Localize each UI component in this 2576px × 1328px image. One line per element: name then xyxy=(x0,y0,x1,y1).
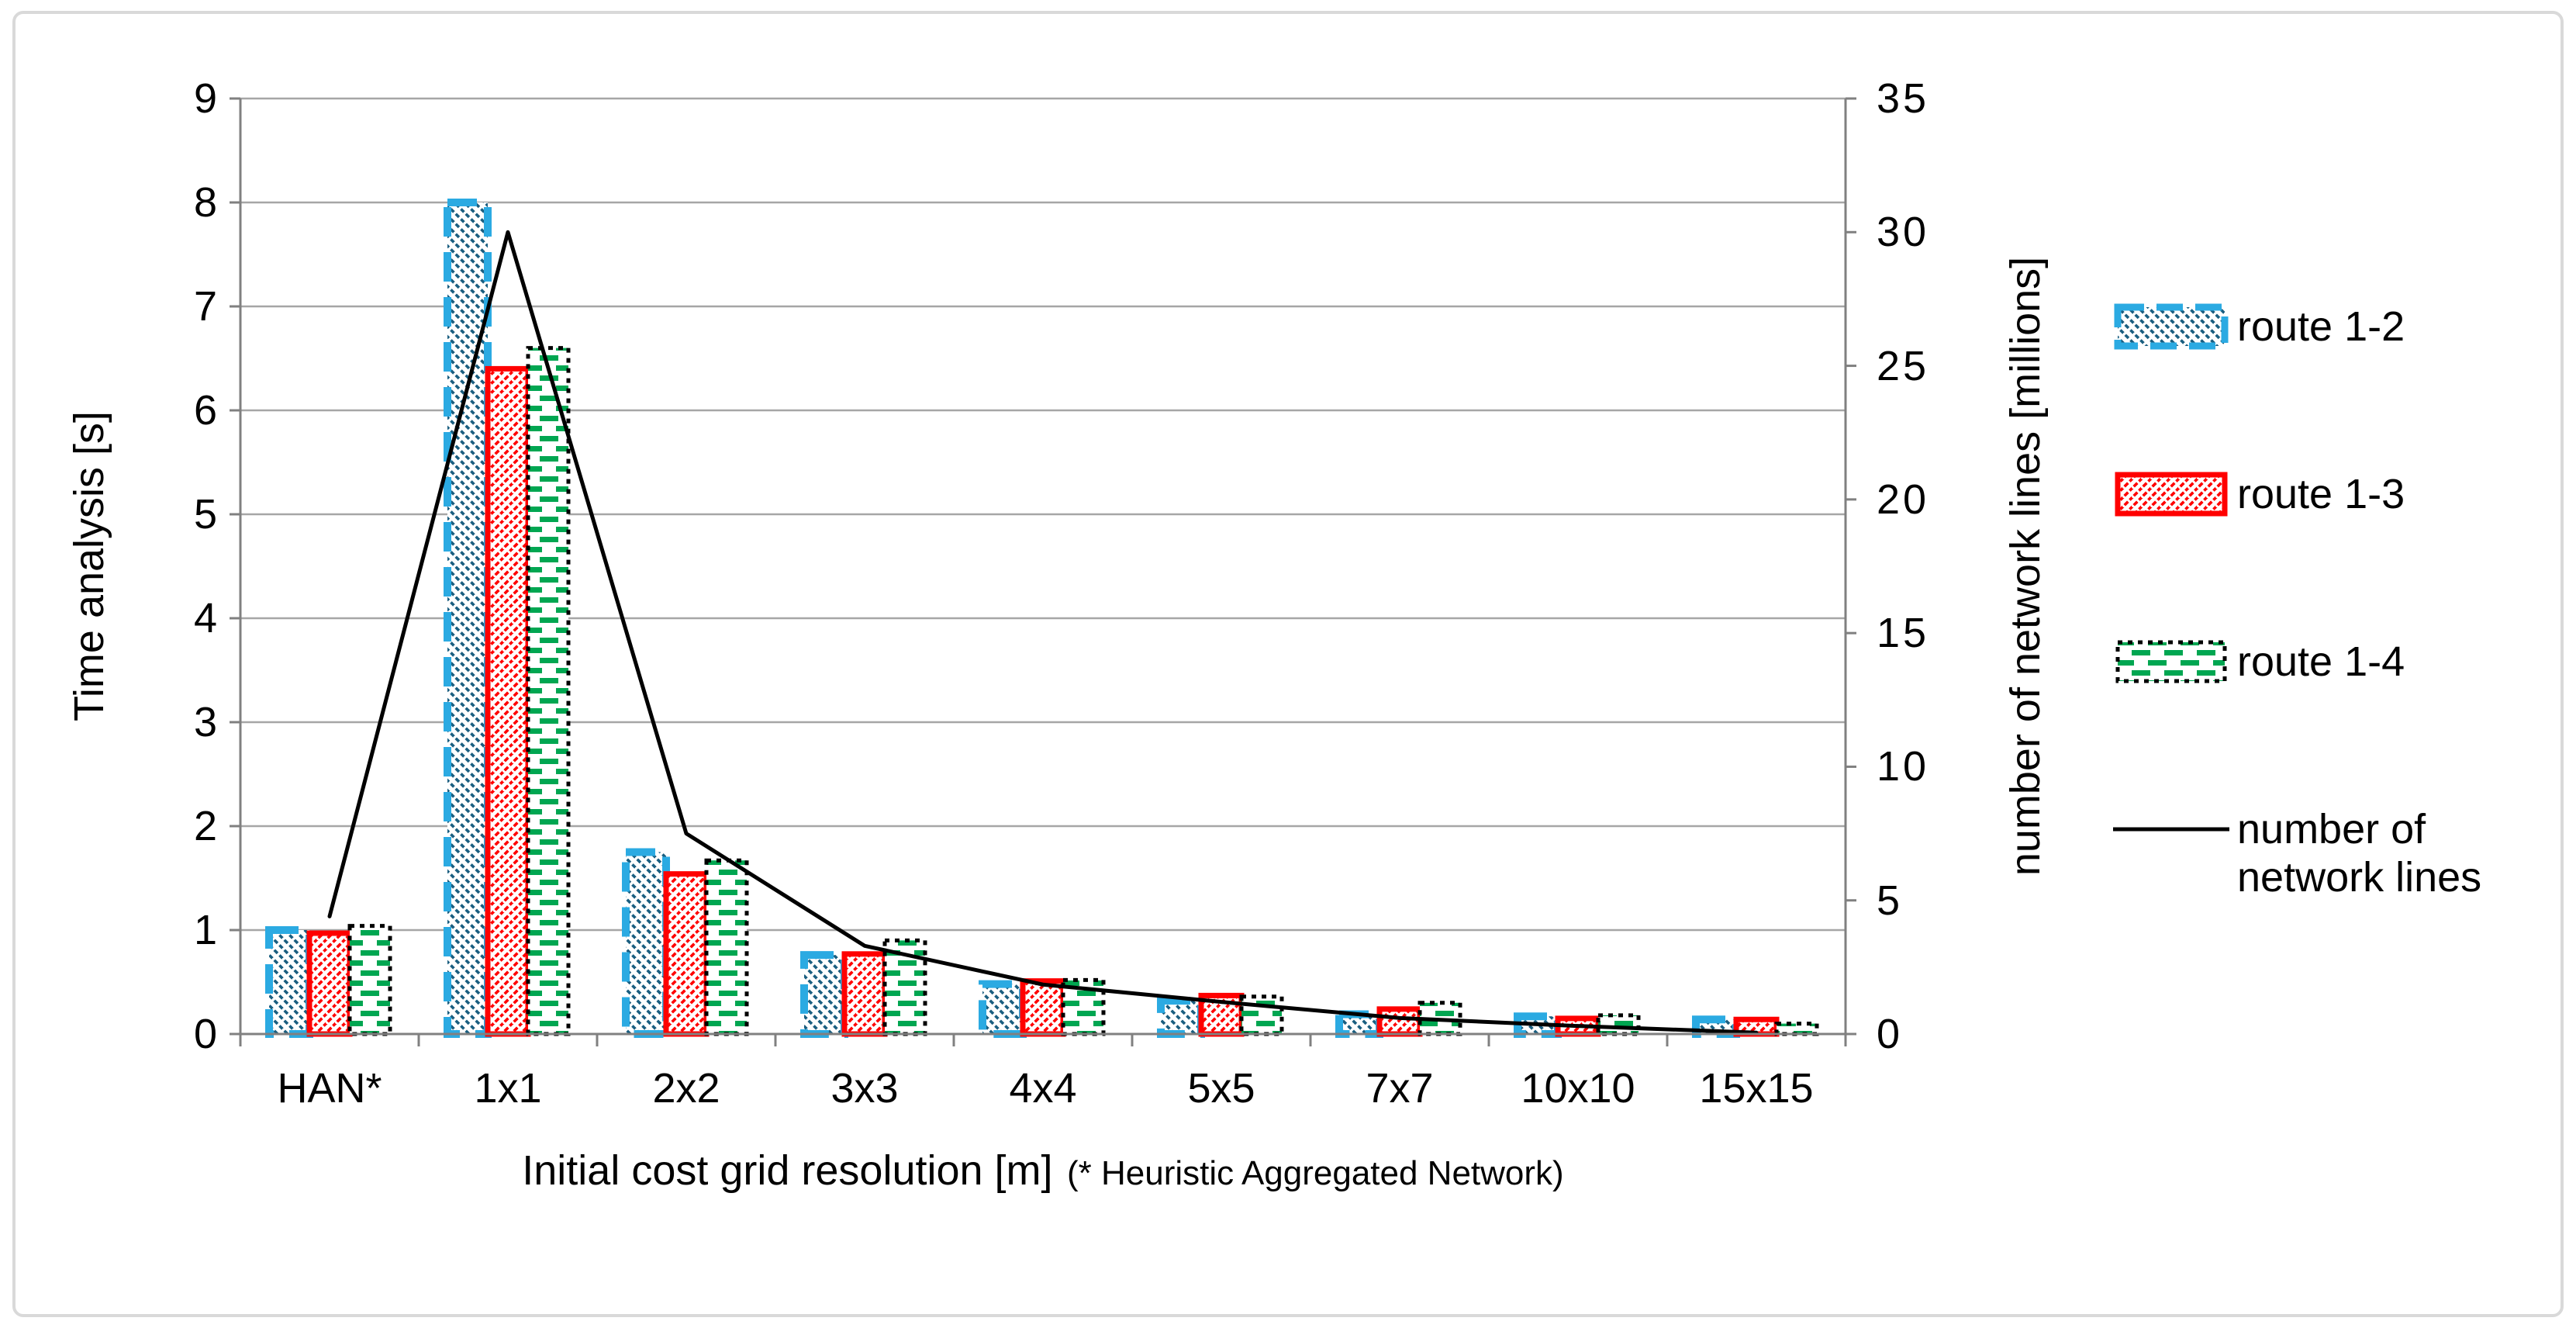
right-axis-tick-label: 10 xyxy=(1877,743,1930,790)
left-axis-title: Time analysis [s] xyxy=(66,410,112,722)
bar-route-1-3 xyxy=(485,365,531,1037)
left-axis-tick-label: 9 xyxy=(193,75,217,122)
legend-label: route 1-2 xyxy=(2237,303,2405,350)
left-axis-tick-label: 6 xyxy=(193,387,217,434)
right-axis-tick-label: 20 xyxy=(1877,476,1930,523)
legend-item-route-1-3: route 1-3 xyxy=(2113,470,2405,518)
right-axis-tick-label: 25 xyxy=(1877,342,1930,389)
axes-and-ticks xyxy=(230,97,1856,1046)
legend-label: route 1-4 xyxy=(2237,638,2405,685)
bar-route-1-4 xyxy=(526,346,571,1036)
x-axis-title: Initial cost grid resolution [m] (* Heur… xyxy=(240,1146,1846,1195)
left-axis-tick-label: 4 xyxy=(193,595,217,642)
bar-route-1-4 xyxy=(1596,1013,1641,1036)
right-axis-tick-label: 30 xyxy=(1877,209,1930,256)
bar-route-1-4 xyxy=(704,858,749,1036)
legend-label: number of network lines xyxy=(2237,806,2482,901)
left-axis-tick-label: 2 xyxy=(193,803,217,849)
bar-route-1-3 xyxy=(841,951,888,1037)
legend-item-network-lines: number of network lines xyxy=(2113,805,2481,901)
category-label: 7x7 xyxy=(1366,1065,1434,1112)
legend-swatch-black-line xyxy=(2113,827,2229,832)
left-axis-tick-label: 8 xyxy=(193,179,217,226)
right-axis-tick-label: 15 xyxy=(1877,610,1930,657)
left-axis-tick-label: 7 xyxy=(193,283,217,330)
right-axis-title: number of network lines [millions] xyxy=(2002,256,2049,877)
line-series xyxy=(327,230,1759,1035)
bar-route-1-4 xyxy=(347,924,392,1036)
left-axis-tick-label: 5 xyxy=(193,491,217,538)
left-axis-tick-label: 1 xyxy=(193,907,217,953)
bar-series xyxy=(265,199,1819,1039)
chart-frame-border xyxy=(12,11,2564,1317)
bar-route-1-3 xyxy=(663,871,710,1037)
category-label: 2x2 xyxy=(652,1065,720,1112)
network-lines-line xyxy=(327,230,1759,1035)
x-axis-title-main: Initial cost grid resolution [m] xyxy=(522,1147,1053,1194)
bar-route-1-2 xyxy=(979,980,1027,1039)
right-axis-tick-label: 35 xyxy=(1877,75,1930,122)
bar-route-1-2 xyxy=(800,951,848,1039)
left-axis-tick-label: 3 xyxy=(193,699,217,745)
bar-route-1-3 xyxy=(1020,978,1066,1037)
legend-swatch-blue-hatched-bar xyxy=(2114,303,2229,350)
left-axis-tick-label: 0 xyxy=(193,1011,217,1057)
category-label: 15x15 xyxy=(1699,1065,1814,1112)
category-label: HAN* xyxy=(277,1065,382,1112)
legend-swatch-green-dashed-bar xyxy=(2115,640,2227,683)
legend-swatch-red-hatched-bar xyxy=(2115,472,2228,517)
bar-route-1-2 xyxy=(1157,997,1205,1038)
bar-route-1-2 xyxy=(622,848,670,1038)
bar-route-1-4 xyxy=(1239,994,1284,1036)
category-label: 10x10 xyxy=(1521,1065,1635,1112)
bar-route-1-3 xyxy=(1376,1006,1423,1037)
legend-label: route 1-3 xyxy=(2237,471,2405,517)
x-axis-title-note: (* Heuristic Aggregated Network) xyxy=(1067,1154,1564,1192)
category-label: 4x4 xyxy=(1009,1065,1077,1112)
category-label: 3x3 xyxy=(830,1065,899,1112)
legend-item-route-1-2: route 1-2 xyxy=(2113,303,2405,351)
bar-route-1-4 xyxy=(1774,1022,1819,1036)
right-axis-tick-label: 0 xyxy=(1877,1011,1904,1057)
category-label: 5x5 xyxy=(1187,1065,1255,1112)
bar-route-1-2 xyxy=(265,926,313,1038)
right-axis-tick-label: 5 xyxy=(1877,877,1904,924)
legend: route 1-2 route 1-3 route 1-4 number of … xyxy=(2113,0,2571,1328)
bar-route-1-3 xyxy=(306,930,353,1037)
legend-item-route-1-4: route 1-4 xyxy=(2113,638,2405,686)
category-label: 1x1 xyxy=(474,1065,542,1112)
